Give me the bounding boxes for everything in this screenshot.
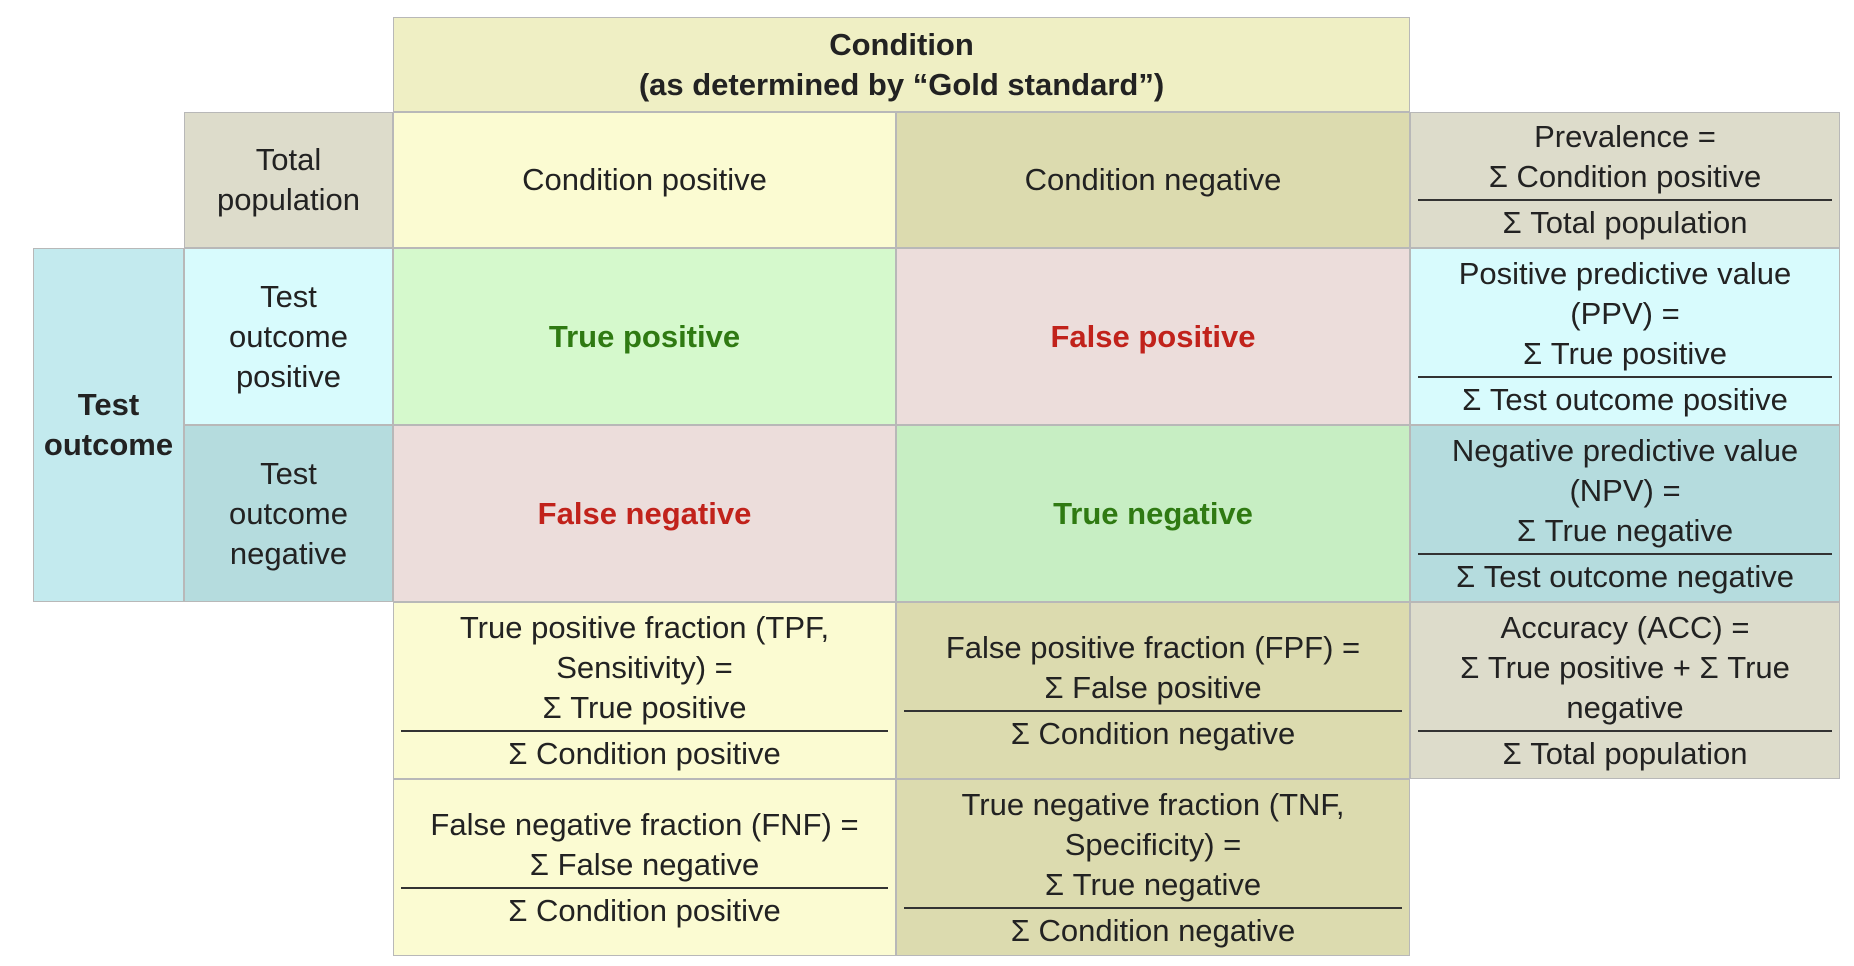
test-outcome-positive-line2: outcome — [229, 318, 348, 354]
false-positive-cell: False positive — [896, 248, 1410, 425]
tnf-numerator: Σ True negative — [904, 865, 1402, 909]
condition-negative-cell: Condition negative — [896, 112, 1410, 248]
tpf-cell: True positive fraction (TPF, Sensitivity… — [393, 602, 896, 779]
false-negative-cell: False negative — [393, 425, 896, 602]
npv-denominator: Σ Test outcome negative — [1456, 558, 1794, 594]
tnf-denominator: Σ Condition negative — [1010, 912, 1296, 948]
test-outcome-header: Test outcome — [33, 248, 184, 602]
prevalence-numerator: Σ Condition positive — [1418, 157, 1832, 201]
true-negative-cell: True negative — [896, 425, 1410, 602]
tnf-line2: Specificity) = — [1064, 826, 1242, 862]
tpf-line1: True positive fraction (TPF, — [459, 609, 830, 645]
ppv-line2: (PPV) = — [1570, 295, 1680, 331]
condition-negative-label: Condition negative — [1024, 162, 1282, 197]
ppv-fraction: Σ True positive Σ Test outcome positive — [1418, 334, 1832, 420]
test-outcome-negative-line1: Test — [260, 455, 317, 491]
test-outcome-line2: outcome — [43, 427, 174, 462]
condition-header: Condition (as determined by “Gold standa… — [393, 17, 1410, 112]
accuracy-cell: Accuracy (ACC) = Σ True positive + Σ Tru… — [1410, 602, 1840, 779]
true-positive-label: True positive — [548, 318, 741, 354]
ppv-numerator: Σ True positive — [1418, 334, 1832, 378]
test-outcome-positive-line1: Test — [260, 278, 317, 314]
tpf-fraction: Σ True positive Σ Condition positive — [401, 688, 888, 774]
test-outcome-negative-line3: negative — [229, 535, 348, 571]
tpf-denominator: Σ Condition positive — [508, 735, 781, 771]
total-population-line2: population — [216, 182, 361, 217]
condition-header-subtitle: (as determined by “Gold standard”) — [638, 66, 1165, 102]
fnf-fraction: Σ False negative Σ Condition positive — [401, 845, 888, 931]
accuracy-fraction: Σ True positive + Σ True negative Σ Tota… — [1418, 648, 1832, 774]
prevalence-denominator: Σ Total population — [1502, 205, 1748, 240]
npv-numerator: Σ True negative — [1418, 511, 1832, 555]
tnf-fraction: Σ True negative Σ Condition negative — [904, 865, 1402, 951]
fpf-cell: False positive fraction (FPF) = Σ False … — [896, 602, 1410, 779]
test-outcome-positive-cell: Test outcome positive — [184, 248, 393, 425]
npv-line1: Negative predictive value — [1451, 432, 1799, 468]
test-outcome-positive-line3: positive — [235, 358, 342, 394]
fpf-numerator: Σ False positive — [904, 668, 1402, 712]
fpf-fraction: Σ False positive Σ Condition negative — [904, 668, 1402, 754]
fnf-line1: False negative fraction (FNF) = — [430, 806, 859, 842]
tpf-numerator: Σ True positive — [401, 688, 888, 732]
accuracy-line1: Accuracy (ACC) = — [1500, 609, 1750, 645]
true-negative-label: True negative — [1053, 495, 1253, 531]
total-population-line1: Total — [255, 142, 322, 177]
accuracy-denominator: Σ Total population — [1502, 735, 1748, 771]
ppv-denominator: Σ Test outcome positive — [1462, 381, 1788, 417]
fpf-denominator: Σ Condition negative — [1010, 715, 1296, 751]
tnf-cell: True negative fraction (TNF, Specificity… — [896, 779, 1410, 956]
test-outcome-line1: Test — [77, 387, 140, 422]
condition-positive-label: Condition positive — [522, 162, 767, 197]
fpf-line1: False positive fraction (FPF) = — [945, 629, 1361, 665]
accuracy-numerator: Σ True positive + Σ True negative — [1418, 648, 1832, 732]
npv-fraction: Σ True negative Σ Test outcome negative — [1418, 511, 1832, 597]
ppv-line1: Positive predictive value — [1458, 255, 1792, 291]
accuracy-numerator-line1: Σ True positive + Σ True — [1460, 649, 1790, 685]
ppv-cell: Positive predictive value (PPV) = Σ True… — [1410, 248, 1840, 425]
fnf-denominator: Σ Condition positive — [508, 892, 781, 928]
false-negative-label: False negative — [537, 495, 752, 531]
prevalence-cell: Prevalence = Σ Condition positive Σ Tota… — [1410, 112, 1840, 248]
test-outcome-negative-cell: Test outcome negative — [184, 425, 393, 602]
total-population-cell: Total population — [184, 112, 393, 248]
tnf-line1: True negative fraction (TNF, — [961, 786, 1345, 822]
condition-header-title: Condition — [829, 26, 974, 62]
condition-positive-cell: Condition positive — [393, 112, 896, 248]
test-outcome-negative-line2: outcome — [229, 495, 348, 531]
prevalence-fraction: Σ Condition positive Σ Total population — [1418, 157, 1832, 243]
npv-line2: (NPV) = — [1569, 472, 1681, 508]
accuracy-numerator-line2: negative — [1566, 689, 1684, 725]
false-positive-label: False positive — [1050, 318, 1256, 354]
fnf-cell: False negative fraction (FNF) = Σ False … — [393, 779, 896, 956]
npv-cell: Negative predictive value (NPV) = Σ True… — [1410, 425, 1840, 602]
true-positive-cell: True positive — [393, 248, 896, 425]
prevalence-label: Prevalence = — [1534, 119, 1716, 154]
fnf-numerator: Σ False negative — [401, 845, 888, 889]
tpf-line2: Sensitivity) = — [556, 649, 733, 685]
